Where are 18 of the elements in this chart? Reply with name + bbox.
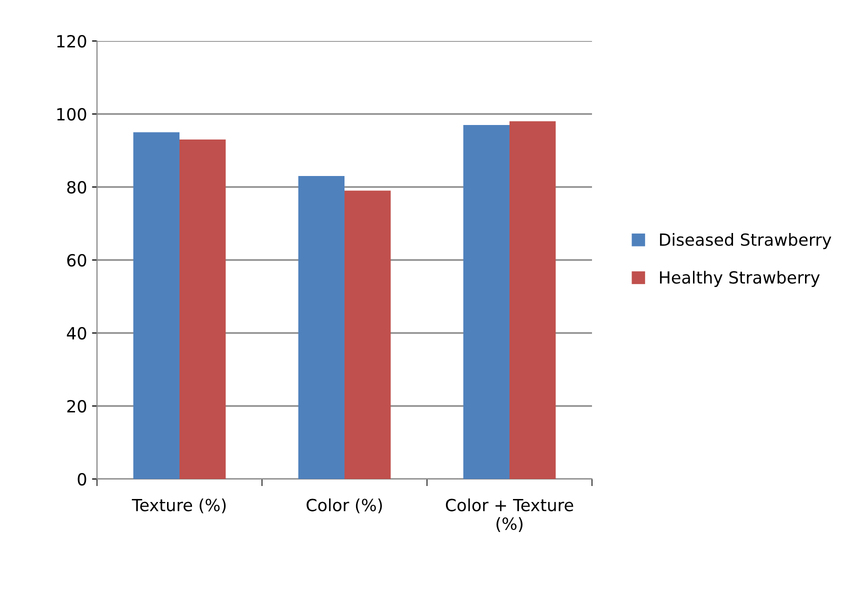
bar (298, 176, 344, 479)
x-tick-label: Color (%) (306, 498, 382, 514)
y-tick-label: 20 (67, 400, 86, 413)
y-tick-label: 100 (57, 108, 86, 121)
bar (463, 124, 510, 479)
y-tick-label: 40 (66, 326, 86, 340)
x-tick-label: Texture (%) (132, 498, 226, 514)
legend-label: Healthy Strawberry (660, 270, 820, 287)
bar (344, 190, 391, 479)
legend-label: Diseased Strawberry (660, 233, 832, 250)
y-tick-label: 60 (67, 254, 86, 267)
bar (180, 140, 226, 479)
y-tick-label: 120 (57, 34, 86, 48)
y-tick-label: 0 (78, 472, 86, 486)
y-tick-label: 80 (67, 180, 86, 194)
bar (133, 132, 180, 479)
x-tick-label: Color + Texture (%) (446, 498, 574, 532)
bar (510, 121, 556, 479)
